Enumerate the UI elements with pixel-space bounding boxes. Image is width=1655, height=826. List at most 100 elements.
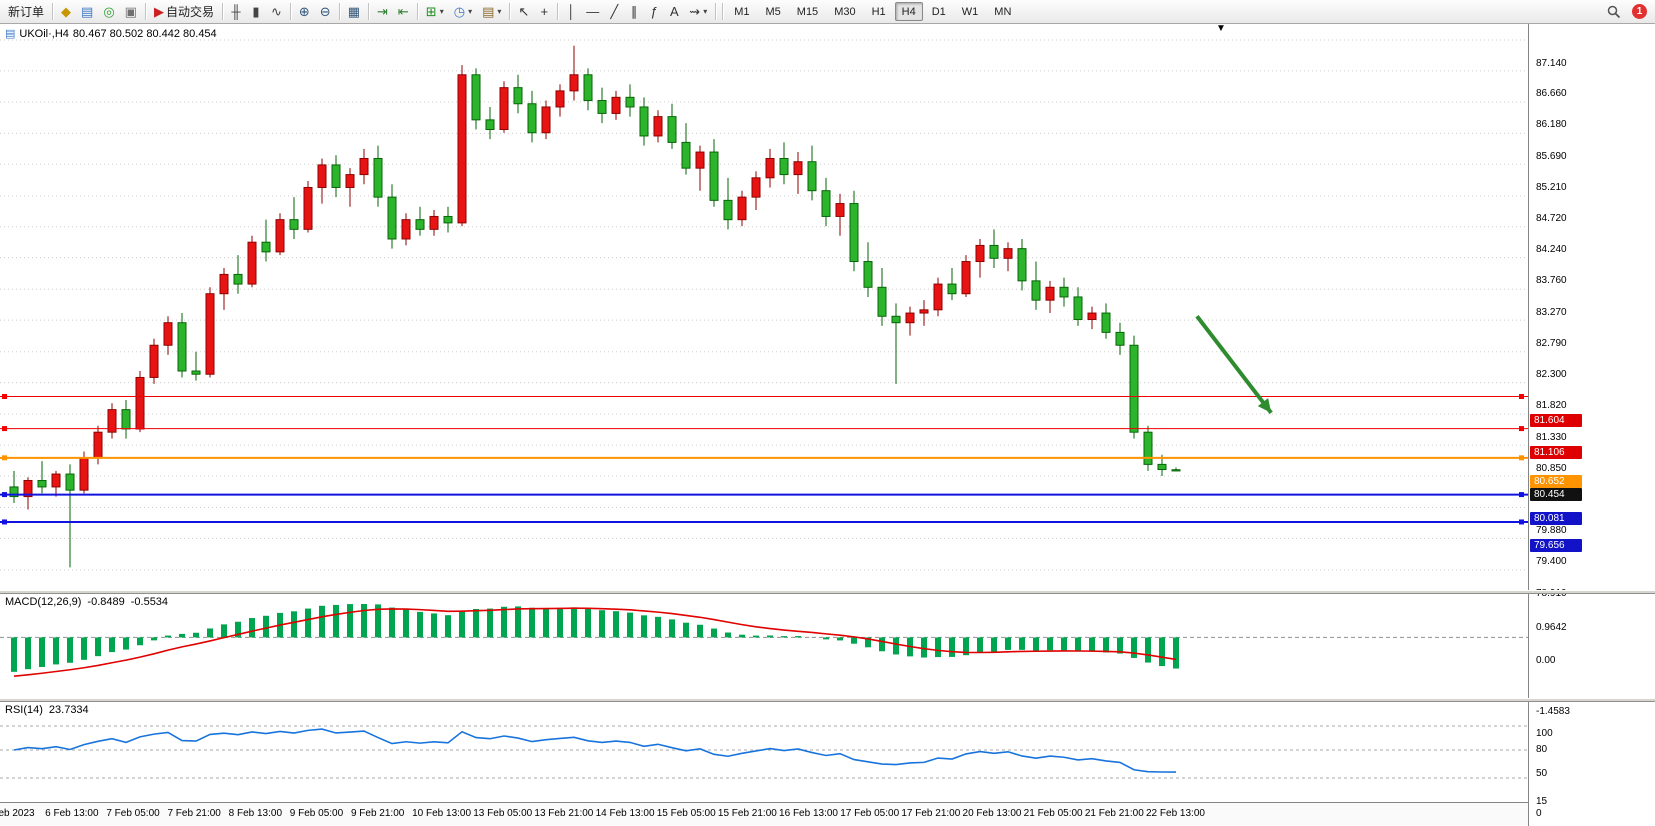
main-chart-panel[interactable]: ▤ UKOil·,H4 80.467 80.502 80.442 80.454 … bbox=[0, 24, 1528, 590]
macd-panel[interactable]: MACD(12,26,9) -0.8489 -0.5534 bbox=[0, 594, 1528, 698]
chart-shift-icon[interactable]: ⇤ bbox=[393, 2, 414, 22]
indicators-icon[interactable]: ⊞ ▾ bbox=[421, 2, 449, 22]
candle bbox=[9, 486, 19, 498]
time-axis-label: 14 Feb 13:00 bbox=[595, 808, 655, 819]
time-axis-label: 21 Feb 21:00 bbox=[1084, 808, 1144, 819]
chart-symbol-icon: ▤ bbox=[5, 28, 16, 40]
candle bbox=[177, 322, 187, 372]
zoom-out-icon[interactable]: ⊖ bbox=[315, 2, 336, 22]
data-window-icon[interactable]: ▤ bbox=[76, 2, 98, 22]
vertical-line-icon[interactable]: │ bbox=[561, 2, 581, 22]
candle bbox=[23, 479, 33, 498]
candle bbox=[275, 219, 285, 253]
price-axis-label: 79.400 bbox=[1536, 555, 1567, 567]
candle bbox=[933, 283, 943, 311]
rsi-name: RSI(14) bbox=[5, 704, 43, 716]
line-handle[interactable] bbox=[2, 455, 7, 461]
cursor-icon[interactable]: ↖ bbox=[513, 2, 534, 22]
candle bbox=[541, 106, 551, 134]
price-level-badge: 81.604 bbox=[1530, 413, 1582, 427]
search-icon[interactable] bbox=[1602, 2, 1626, 22]
arrows-icon[interactable]: ⇝ ▾ bbox=[684, 2, 712, 22]
dropdown-caret-icon: ▾ bbox=[497, 7, 502, 16]
timeframe-w1-button[interactable]: W1 bbox=[961, 5, 979, 18]
candle bbox=[1073, 296, 1083, 320]
rsi-panel[interactable]: RSI(14) 23.7334 bbox=[0, 702, 1528, 802]
macd-plot[interactable] bbox=[0, 594, 1528, 698]
chart-shift-icon: ⇤ bbox=[397, 4, 409, 19]
zoom-in-icon[interactable]: ⊕ bbox=[294, 2, 315, 22]
line-handle[interactable] bbox=[1519, 426, 1524, 432]
time-axis-label: 3 Feb 2023 bbox=[0, 808, 35, 819]
time-axis-label: 15 Feb 05:00 bbox=[656, 808, 716, 819]
price-axis-label: 87.140 bbox=[1536, 57, 1567, 69]
toolbar-separator bbox=[722, 3, 724, 20]
tile-windows-icon[interactable]: ▦ bbox=[343, 2, 365, 22]
macd-value-main: -0.8489 bbox=[87, 596, 125, 608]
line-handle[interactable] bbox=[2, 426, 7, 432]
auto-scroll-icon[interactable]: ⇥ bbox=[372, 2, 393, 22]
line-handle[interactable] bbox=[1519, 455, 1524, 461]
candlestick-chart-icon[interactable]: ▮ bbox=[246, 2, 266, 22]
trendline-icon[interactable]: ╱ bbox=[604, 2, 624, 22]
autotrade-icon: ▶ bbox=[153, 4, 164, 19]
timeframe-m30-button[interactable]: M30 bbox=[834, 5, 856, 18]
terminal-icon[interactable]: ▣ bbox=[120, 2, 142, 22]
channel-icon[interactable]: ∥ bbox=[624, 2, 644, 22]
channel-icon: ∥ bbox=[631, 4, 638, 19]
tile-windows-icon: ▦ bbox=[347, 4, 360, 19]
new-order-button[interactable]: 新订单 bbox=[3, 2, 49, 22]
candle bbox=[1101, 312, 1111, 333]
candle bbox=[821, 190, 831, 217]
candle bbox=[1031, 280, 1041, 301]
timeframe-m1-button[interactable]: M1 bbox=[734, 5, 750, 18]
timeframe-h1-button[interactable]: H1 bbox=[871, 5, 886, 18]
candle bbox=[877, 286, 887, 317]
macd-axis-label: 0.9642 bbox=[1536, 621, 1567, 633]
line-handle[interactable] bbox=[1519, 394, 1524, 400]
time-axis-label: 6 Feb 13:00 bbox=[45, 808, 99, 819]
horizontal-line-icon[interactable]: ― bbox=[581, 2, 604, 22]
timeframe-m5-button[interactable]: M5 bbox=[765, 5, 781, 18]
time-axis[interactable]: 3 Feb 2023 6 Feb 13:00 7 Feb 05:00 7 Feb 21… bbox=[0, 802, 1528, 826]
timeframe-d1-button[interactable]: D1 bbox=[931, 5, 946, 18]
dropdown-caret-icon: ▾ bbox=[703, 7, 708, 16]
market-watch-icon[interactable]: ◆ bbox=[56, 2, 76, 22]
panel-splitter[interactable] bbox=[0, 590, 1655, 594]
notification-badge[interactable]: 1 bbox=[1632, 4, 1647, 19]
autotrade-button[interactable]: ▶ 自动交易 bbox=[149, 2, 219, 22]
timeframe-h4-button[interactable]: H4 bbox=[894, 2, 923, 21]
navigator-icon[interactable]: ◎ bbox=[98, 2, 119, 22]
bar-chart-icon[interactable]: ╫ bbox=[226, 2, 246, 22]
timeframe-m15-button[interactable]: M15 bbox=[796, 5, 819, 18]
line-handle[interactable] bbox=[1519, 492, 1524, 498]
line-handle[interactable] bbox=[2, 519, 7, 525]
trend-arrow-object[interactable] bbox=[1195, 315, 1273, 415]
line-handle[interactable] bbox=[2, 394, 7, 400]
macd-value-signal: -0.5534 bbox=[130, 596, 169, 608]
line-chart-icon[interactable]: ∿ bbox=[266, 2, 287, 22]
text-icon[interactable]: A bbox=[664, 2, 684, 22]
crosshair-icon[interactable]: + bbox=[534, 2, 554, 22]
price-axis-label: 83.270 bbox=[1536, 306, 1567, 318]
periods-icon[interactable]: ◷ ▾ bbox=[449, 2, 477, 22]
ohlc-readout: 80.467 80.502 80.442 80.454 bbox=[72, 27, 217, 40]
macd-axis-label: -1.4583 bbox=[1536, 705, 1570, 717]
fibonacci-icon[interactable]: ƒ bbox=[644, 2, 664, 22]
candle bbox=[149, 344, 159, 378]
timeframe-mn-button[interactable]: MN bbox=[994, 5, 1012, 18]
price-axis[interactable]: 87.140 86.660 86.180 85.690 85.210 84.720 84.2… bbox=[1528, 24, 1655, 826]
panel-splitter[interactable] bbox=[0, 698, 1655, 702]
chart-shift-marker[interactable]: ▼ bbox=[1216, 24, 1226, 34]
zoom-out-icon: ⊖ bbox=[319, 4, 331, 19]
candle bbox=[65, 473, 75, 491]
candlestick-plot[interactable] bbox=[0, 24, 1528, 590]
line-chart-icon: ∿ bbox=[270, 4, 282, 19]
templates-icon[interactable]: ▤ ▾ bbox=[477, 2, 506, 22]
line-handle[interactable] bbox=[2, 492, 7, 498]
rsi-plot[interactable] bbox=[0, 702, 1528, 802]
line-handle[interactable] bbox=[1519, 519, 1524, 525]
candle bbox=[331, 164, 341, 188]
terminal-icon: ▣ bbox=[124, 4, 137, 19]
candle bbox=[1087, 312, 1097, 320]
